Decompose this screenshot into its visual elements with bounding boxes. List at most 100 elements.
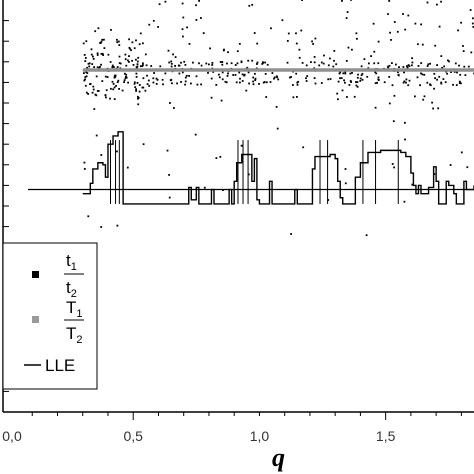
t1-t2-point — [129, 47, 131, 50]
t1-t2-point — [297, 80, 300, 83]
t1-t2-point — [376, 81, 378, 84]
t1-t2-point — [101, 38, 104, 41]
t1-t2-point — [281, 19, 284, 22]
t1-t2-point — [142, 86, 145, 89]
t1-t2-point — [136, 60, 139, 63]
t1-t2-point — [350, 81, 352, 83]
t1-t2-point — [408, 65, 411, 67]
t1-t2-point — [169, 102, 171, 104]
t1-t2-point — [94, 30, 97, 33]
t1-t2-point — [388, 102, 391, 105]
t1-t2-point — [337, 98, 339, 101]
t1-t2-point — [414, 22, 417, 25]
t1-t2-point — [252, 83, 255, 86]
t1-t2-point — [286, 61, 289, 64]
t1-t2-point — [419, 84, 421, 87]
t1-t2-point — [452, 83, 454, 86]
t1-t2-point — [469, 9, 472, 11]
t1-t2-point — [361, 72, 364, 75]
t1-t2-point — [178, 72, 181, 75]
t1-t2-point — [296, 83, 299, 86]
t1-t2-point — [295, 42, 298, 45]
t1-t2-point — [388, 64, 391, 67]
t1-t2-point — [103, 38, 105, 41]
t1-t2-point — [96, 66, 99, 69]
t1-t2-point — [423, 95, 426, 98]
t1-t2-point — [156, 78, 159, 81]
t1-t2-point — [339, 71, 342, 74]
t1-t2-point — [118, 88, 120, 90]
t1-t2-point — [164, 72, 167, 75]
t1-t2-point — [174, 56, 177, 58]
t1-t2-point — [157, 26, 159, 28]
t1-t2-point — [298, 48, 301, 51]
t1-t2-point — [136, 82, 139, 84]
t1-t2-point — [84, 60, 87, 62]
t1-t2-point — [333, 50, 336, 52]
t1-t2-point — [265, 81, 268, 84]
t1-t2-point — [107, 53, 110, 56]
t1-t2-point — [276, 127, 279, 130]
t1-t2-point — [100, 226, 103, 228]
t1-t2-point — [227, 51, 229, 54]
t1-t2-point — [210, 96, 213, 99]
t1-t2-point — [226, 75, 229, 77]
t1-t2-point — [320, 61, 323, 64]
t1-t2-point — [83, 168, 86, 170]
t1-t2-point — [181, 28, 184, 31]
t1-t2-point — [118, 62, 121, 64]
t1-t2-point — [130, 49, 132, 52]
t1-t2-point — [101, 80, 104, 82]
t1-t2-point — [200, 83, 202, 86]
t1-t2-point — [118, 55, 121, 58]
t1-t2-point — [209, 47, 211, 50]
t1-t2-point — [138, 43, 141, 46]
t1-t2-point — [134, 86, 137, 89]
t1-t2-point — [150, 65, 153, 67]
t1-t2-point — [147, 79, 150, 82]
t1-t2-point — [360, 74, 363, 77]
t1-t2-point — [93, 108, 96, 110]
t1-t2-point — [118, 44, 121, 46]
t1-t2-point — [356, 37, 358, 40]
t1-t2-point — [148, 23, 151, 26]
t1-t2-point — [405, 81, 407, 84]
t1-t2-point — [402, 13, 404, 15]
LLE-curve — [82, 131, 474, 205]
t1-t2-point — [344, 71, 347, 73]
t1-t2-point — [462, 50, 465, 52]
t1-t2-point — [220, 99, 223, 102]
x-tick-label: 1,0 — [250, 428, 270, 444]
t1-t2-point — [100, 40, 103, 43]
t1-t2-point — [391, 62, 393, 64]
t1-t2-point — [166, 149, 169, 152]
t1-t2-point — [322, 62, 325, 65]
t1-t2-point — [87, 62, 90, 65]
t1-t2-point — [292, 84, 294, 86]
t1-t2-point — [167, 49, 170, 52]
legend-marker-t1-t2 — [32, 271, 39, 278]
legend-T1-letter: T — [66, 298, 76, 317]
t1-t2-point — [205, 62, 208, 65]
t1-t2-point — [218, 76, 221, 79]
t1-t2-point — [91, 63, 94, 65]
t1-t2-point — [251, 3, 254, 6]
t1-t2-point — [349, 80, 352, 82]
x-tick-label: 0,0 — [2, 428, 22, 444]
t1-t2-point — [219, 61, 222, 63]
t1-t2-point — [230, 62, 233, 65]
t1-t2-point — [256, 63, 258, 65]
t1-t2-point — [388, 0, 391, 2]
t1-t2-point — [85, 40, 88, 43]
t1-t2-point — [88, 62, 91, 65]
t1-t2-point — [247, 59, 250, 62]
t1-t2-point — [247, 71, 250, 74]
t1-t2-point — [254, 79, 257, 82]
t1-t2-point — [264, 61, 266, 64]
t1-t2-point — [427, 63, 430, 66]
t1-t2-point — [240, 144, 243, 147]
t1-t2-point — [91, 91, 94, 94]
t1-t2-point — [208, 63, 210, 66]
t1-t2-point — [440, 0, 442, 3]
